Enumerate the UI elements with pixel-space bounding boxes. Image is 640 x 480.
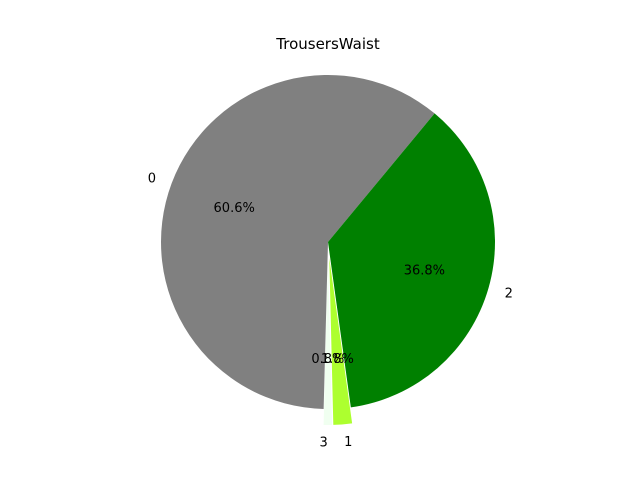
pie-slice-3 xyxy=(323,258,333,425)
slice-label-3: 3 xyxy=(320,436,328,451)
slice-percent-2: 36.8% xyxy=(404,263,445,278)
slice-label-1: 1 xyxy=(344,435,352,450)
slice-label-0: 0 xyxy=(148,171,156,186)
slice-percent-1: 1.8% xyxy=(321,352,354,367)
pie-slice-0 xyxy=(160,75,435,409)
slice-label-2: 2 xyxy=(505,286,513,301)
pie-slices xyxy=(160,75,495,425)
pie-labels: 0 60.6% 2 36.8% 1 1.8% 3 0.8% xyxy=(148,171,513,450)
slice-percent-3: 0.8% xyxy=(311,352,344,367)
pie-slice-2 xyxy=(328,113,495,408)
pie-slice-1 xyxy=(329,257,353,425)
chart-title: TrousersWaist xyxy=(275,35,380,53)
slice-percent-0: 60.6% xyxy=(214,201,255,216)
